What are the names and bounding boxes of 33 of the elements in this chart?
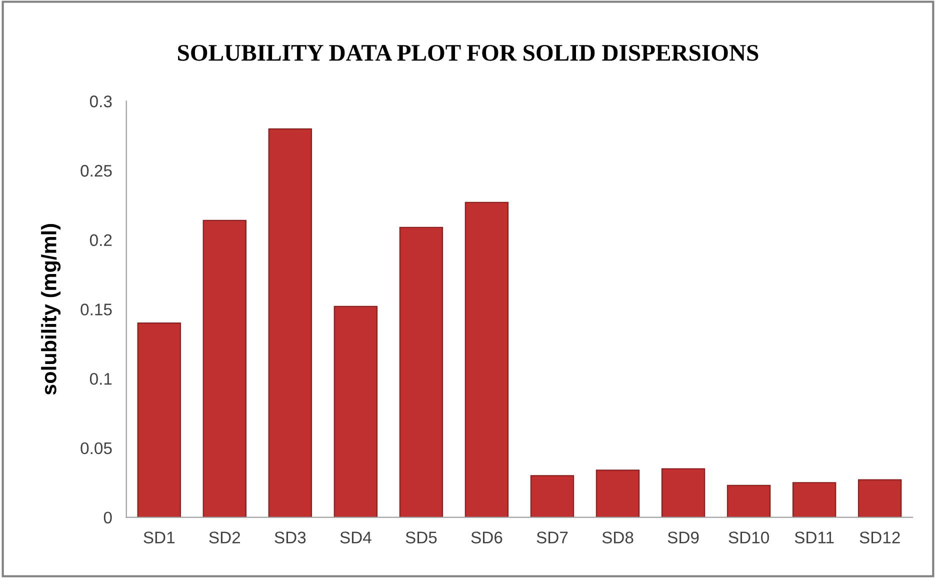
x-tick-label: SD10 xyxy=(728,532,769,544)
x-tick-label: SD3 xyxy=(274,532,306,544)
y-tick-label: 0.3 xyxy=(90,96,112,108)
bar xyxy=(268,128,312,518)
bar xyxy=(530,475,574,518)
x-tick-label: SD7 xyxy=(536,532,568,544)
x-tick-label: SD5 xyxy=(406,532,437,544)
bar xyxy=(792,482,836,518)
bar xyxy=(596,470,640,518)
x-tick-label: SD6 xyxy=(471,532,502,544)
y-tick-label: 0.25 xyxy=(80,164,112,177)
x-tick-label: SD2 xyxy=(209,532,240,544)
x-tick-label: SD12 xyxy=(860,532,900,544)
x-tick-label: SD4 xyxy=(340,532,372,544)
bar xyxy=(202,220,246,518)
bar xyxy=(661,468,706,518)
bar xyxy=(726,484,771,518)
bar xyxy=(464,202,509,518)
y-tick-label: 0.05 xyxy=(80,442,112,454)
x-tick-label: SD8 xyxy=(602,532,634,544)
y-tick-label: 0.15 xyxy=(80,304,112,316)
bar xyxy=(334,306,378,518)
x-tick-label: SD1 xyxy=(144,532,175,544)
y-tick-label: 0 xyxy=(104,512,112,524)
x-tick-label: SD9 xyxy=(668,532,699,544)
bar xyxy=(399,226,444,518)
bar xyxy=(137,322,181,518)
bar xyxy=(858,479,902,518)
y-tick-label: 0.2 xyxy=(90,234,112,246)
y-axis-title: solubility (mg/ml) xyxy=(41,224,61,395)
y-tick-label: 0.1 xyxy=(90,372,112,385)
x-tick-label: SD11 xyxy=(794,532,834,544)
chart-title: SOLUBILITY DATA PLOT FOR SOLID DISPERSIONS xyxy=(178,44,758,61)
